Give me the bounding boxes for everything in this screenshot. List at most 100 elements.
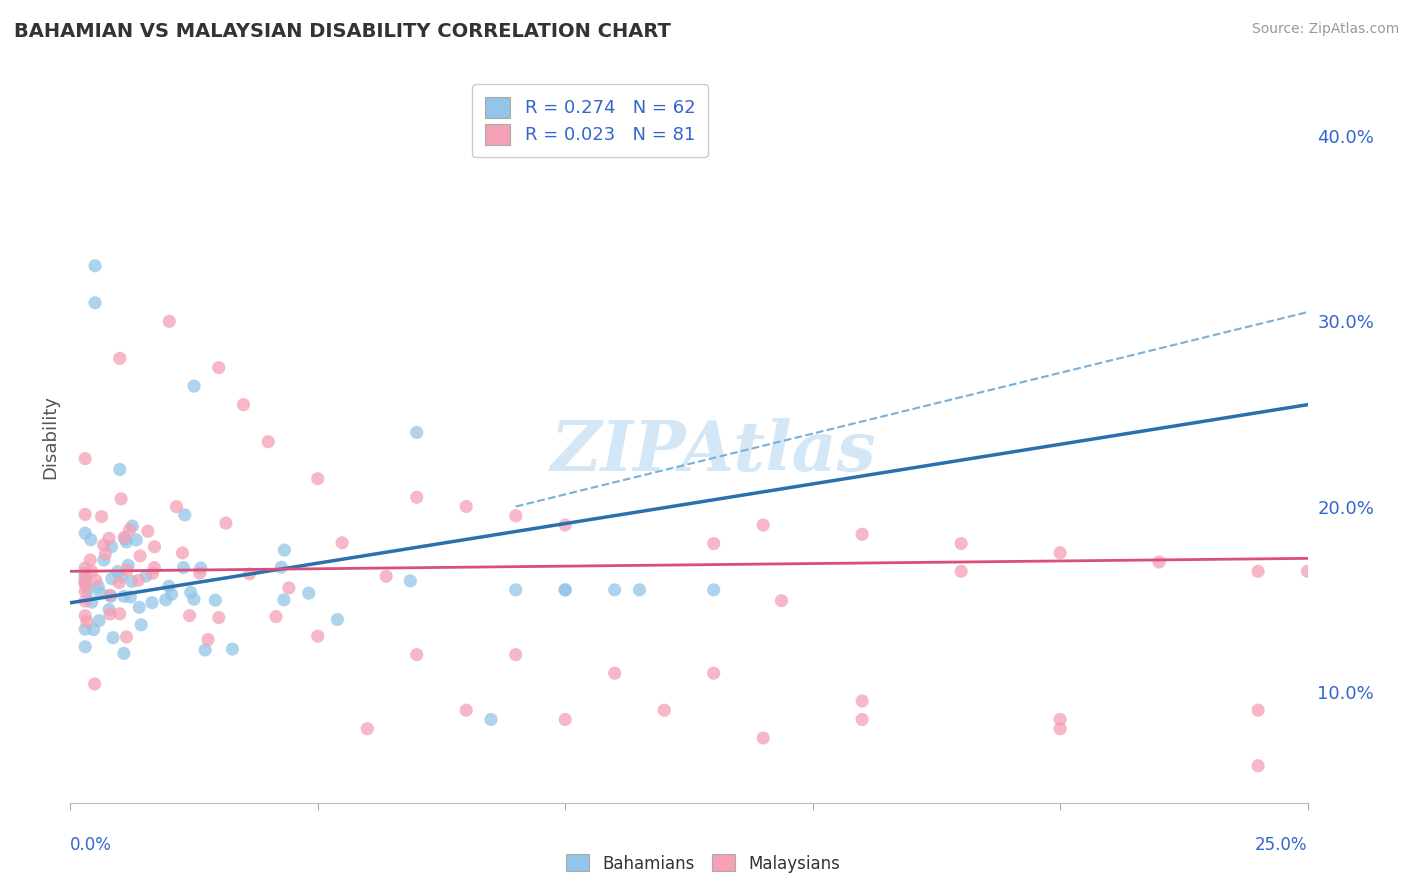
Point [183, 592, 205, 607]
Point [112, 647, 135, 661]
Point [75, 584, 97, 599]
Point [375, 569, 398, 583]
Point [84, 574, 107, 588]
Point [143, 540, 166, 554]
Y-axis label: Disability: Disability [41, 395, 59, 479]
Point [90, 509, 112, 524]
Point [101, 631, 124, 645]
Point [183, 379, 205, 393]
Point [456, 703, 478, 717]
Point [208, 360, 231, 375]
Point [87, 579, 110, 593]
Point [197, 632, 219, 647]
Point [257, 434, 280, 449]
Point [76, 615, 98, 629]
Point [770, 593, 793, 607]
Point [554, 713, 576, 727]
Point [1247, 758, 1270, 772]
Point [264, 609, 287, 624]
Point [173, 560, 195, 574]
Point [703, 582, 725, 597]
Point [298, 586, 321, 600]
Point [405, 648, 427, 662]
Point [232, 398, 254, 412]
Point [215, 516, 238, 530]
Point [93, 538, 115, 552]
Point [221, 642, 243, 657]
Point [75, 574, 97, 589]
Point [141, 566, 163, 581]
Point [79, 553, 101, 567]
Point [851, 694, 873, 708]
Point [111, 570, 134, 584]
Legend: Bahamians, Malaysians: Bahamians, Malaysians [560, 847, 846, 880]
Point [356, 722, 378, 736]
Point [98, 588, 121, 602]
Point [405, 425, 427, 440]
Point [108, 607, 131, 621]
Point [1049, 546, 1071, 560]
Point [1247, 565, 1270, 579]
Point [554, 518, 576, 533]
Point [1049, 713, 1071, 727]
Point [75, 577, 97, 591]
Point [456, 500, 478, 514]
Point [83, 623, 105, 637]
Point [75, 451, 97, 466]
Point [75, 622, 97, 636]
Point [110, 491, 132, 506]
Point [851, 713, 873, 727]
Point [141, 596, 163, 610]
Point [75, 594, 97, 608]
Point [652, 703, 675, 717]
Point [180, 585, 202, 599]
Point [121, 519, 143, 533]
Point [75, 574, 97, 588]
Point [136, 524, 159, 539]
Point [307, 629, 329, 643]
Point [950, 565, 973, 579]
Text: BAHAMIAN VS MALAYSIAN DISABILITY CORRELATION CHART: BAHAMIAN VS MALAYSIAN DISABILITY CORRELA… [14, 22, 671, 41]
Point [129, 549, 152, 563]
Point [950, 536, 973, 550]
Point [143, 560, 166, 574]
Point [703, 536, 725, 550]
Point [84, 295, 107, 310]
Point [703, 666, 725, 681]
Point [1247, 703, 1270, 717]
Point [1147, 555, 1170, 569]
Point [117, 558, 139, 573]
Point [399, 574, 422, 588]
Point [93, 553, 115, 567]
Point [114, 532, 136, 546]
Point [603, 666, 626, 681]
Point [120, 590, 142, 604]
Point [194, 643, 217, 657]
Point [554, 582, 576, 597]
Point [157, 579, 180, 593]
Point [115, 563, 138, 577]
Point [326, 613, 349, 627]
Point [190, 561, 212, 575]
Point [80, 533, 103, 547]
Point [98, 602, 121, 616]
Point [100, 589, 122, 603]
Point [505, 582, 527, 597]
Point [115, 535, 138, 549]
Point [628, 582, 651, 597]
Point [77, 583, 100, 598]
Point [75, 566, 97, 581]
Text: 25.0%: 25.0% [1256, 836, 1308, 855]
Text: ZIPAtlas: ZIPAtlas [551, 418, 876, 485]
Legend: R = 0.274   N = 62, R = 0.023   N = 81: R = 0.274 N = 62, R = 0.023 N = 81 [472, 84, 707, 157]
Point [851, 527, 873, 541]
Point [277, 581, 299, 595]
Point [108, 351, 131, 366]
Point [160, 587, 183, 601]
Point [87, 614, 110, 628]
Point [75, 526, 97, 541]
Point [121, 574, 143, 589]
Point [505, 508, 527, 523]
Point [172, 546, 194, 560]
Point [752, 518, 775, 533]
